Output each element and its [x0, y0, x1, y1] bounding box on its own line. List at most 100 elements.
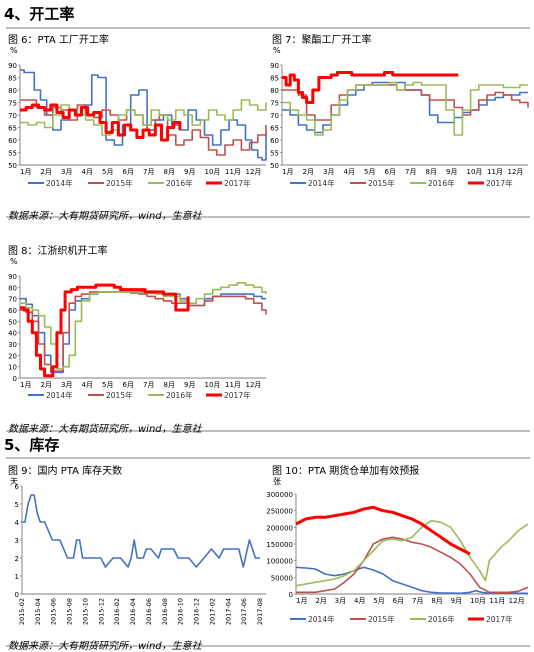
x-tick-label: 7月 — [143, 381, 154, 389]
y-tick-label: 300000 — [266, 491, 293, 499]
y-tick-label: 70 — [8, 296, 17, 304]
x-tick-label: 2017-04 — [224, 598, 232, 625]
y-tick-label: 50 — [270, 162, 279, 170]
x-tick-label: 8月 — [164, 381, 175, 389]
section-heading-operating-rate: 4、开工率 — [4, 5, 75, 23]
x-tick-label: 2017-08 — [256, 598, 264, 625]
y-tick-label: 6 — [15, 483, 20, 491]
legend-label: 2015年 — [368, 178, 395, 188]
x-tick-label: 4月 — [344, 168, 355, 176]
series-line-1 — [282, 84, 529, 121]
series-line-1 — [20, 99, 267, 156]
legend-label: 2017年 — [224, 390, 251, 400]
x-tick-label: 2016-08 — [161, 598, 169, 625]
series-line-0 — [20, 69, 267, 161]
x-tick-label: 2016-04 — [129, 598, 137, 625]
y-tick-label: 55 — [8, 150, 17, 158]
y-tick-label: 70 — [270, 112, 279, 120]
x-tick-label: 2016-06 — [145, 598, 153, 625]
y-tick-label: 40 — [8, 330, 17, 338]
legend-label: 2017年 — [486, 178, 513, 188]
y-tick-label: 55 — [270, 150, 279, 158]
x-tick-label: 2015-08 — [66, 598, 74, 625]
axis-unit-label: 张 — [273, 477, 281, 486]
legend-label: 2014年 — [46, 390, 73, 400]
chart-0-group: % 50 55 60 65 70 75 80 85 90 1月 2月 3月 4月 5月 6月 7月 8月 9月 10月… — [8, 46, 267, 188]
x-tick-label: 1月 — [20, 381, 31, 389]
y-tick-label: 3 — [15, 537, 19, 545]
x-tick-label: 10月 — [205, 168, 221, 176]
x-tick-label: 5月 — [102, 381, 113, 389]
chart-3-group: 天 0 1 2 3 4 5 6 2015-02 2015-04 2015-06 2015-08 2015… — [10, 477, 266, 625]
y-tick-label: 250000 — [266, 508, 293, 516]
x-tick-label: 9月 — [451, 597, 462, 605]
series-line-1 — [20, 291, 267, 372]
source-note-2: 数据来源：大有期货研究所，wind，生意社 — [8, 424, 202, 435]
x-tick-label: 12月 — [509, 597, 525, 605]
series-line-0 — [282, 81, 528, 134]
y-tick-label: 50000 — [271, 574, 293, 582]
series-line-2 — [20, 99, 267, 136]
y-tick-label: 50 — [8, 318, 17, 326]
chart-2-group: % 0 10 20 30 40 50 60 70 80 90 1月 2月 3月 4月 5月 6月 7月 8月 9月 10… — [8, 257, 267, 400]
x-tick-label: 2月 — [315, 597, 326, 605]
series-line-2 — [282, 81, 528, 136]
x-tick-label: 2015-04 — [34, 598, 42, 625]
legend-label: 2017年 — [224, 178, 251, 188]
x-tick-label: 2月 — [41, 168, 52, 176]
y-tick-label: 85 — [270, 75, 279, 83]
y-tick-label: 60 — [8, 307, 17, 315]
source-note-3: 数据来源：大有期货研究所，wind，生意社 — [8, 641, 202, 652]
x-tick-label: 4月 — [354, 597, 365, 605]
y-tick-label: 75 — [270, 100, 279, 108]
y-tick-label: 0 — [15, 591, 19, 599]
legend-label: 2016年 — [166, 390, 193, 400]
axis-unit-label: % — [10, 46, 18, 55]
y-tick-label: 150000 — [266, 541, 293, 549]
section-heading-inventory: 5、库存 — [4, 436, 60, 454]
x-tick-label: 2015-12 — [97, 598, 105, 625]
x-tick-label: 6月 — [123, 381, 134, 389]
legend-label: 2016年 — [166, 178, 193, 188]
source-note-1: 数据来源：大有期货研究所，wind，生意社 — [8, 211, 202, 222]
x-tick-label: 7月 — [405, 168, 416, 176]
x-tick-label: 2016-12 — [193, 598, 201, 625]
series-line-0 — [22, 494, 260, 568]
axis-unit-label: % — [10, 257, 18, 266]
x-tick-label: 5月 — [373, 597, 384, 605]
y-tick-label: 90 — [270, 62, 279, 70]
x-tick-label: 6月 — [123, 168, 134, 176]
chart-title-pta-plant-rate: 图 6：PTA 工厂开工率 — [8, 35, 109, 46]
series-line-2 — [295, 519, 529, 587]
x-tick-label: 4月 — [82, 168, 93, 176]
y-tick-label: 2 — [15, 555, 19, 563]
legend-label: 2014年 — [46, 178, 73, 188]
x-tick-label: 3月 — [323, 168, 334, 176]
chart-title-pta-warehouse-receipts: 图 10：PTA 期货仓单加有效预报 — [272, 466, 420, 477]
legend-label: 2015年 — [106, 178, 133, 188]
x-tick-label: 10月 — [470, 597, 486, 605]
y-tick-label: 10 — [8, 364, 17, 372]
y-tick-label: 100000 — [266, 558, 293, 566]
chart-1-group: % 50 55 60 65 70 75 80 85 90 1月 2月 3月 4月 5月 6月 7月 8月 9月 10月… — [270, 46, 529, 188]
legend-label: 2015年 — [368, 614, 395, 624]
y-tick-label: 90 — [8, 62, 17, 70]
x-tick-label: 8月 — [164, 168, 175, 176]
x-tick-label: 5月 — [102, 168, 113, 176]
x-tick-label: 6月 — [385, 168, 396, 176]
x-tick-label: 10月 — [467, 168, 483, 176]
x-tick-label: 6月 — [393, 597, 404, 605]
x-tick-label: 1月 — [282, 168, 293, 176]
x-tick-label: 9月 — [184, 381, 195, 389]
y-tick-label: 65 — [8, 125, 17, 133]
series-line-1 — [296, 536, 529, 594]
chart-title-pta-inventory-days: 图 9：国内 PTA 库存天数 — [8, 466, 123, 477]
x-tick-label: 2月 — [303, 168, 314, 176]
x-tick-label: 11月 — [225, 168, 241, 176]
x-tick-label: 9月 — [446, 168, 457, 176]
x-tick-label: 3月 — [61, 168, 72, 176]
y-tick-label: 4 — [15, 519, 20, 527]
series-line-3 — [20, 103, 182, 142]
x-tick-label: 1月 — [20, 168, 31, 176]
series-line-3 — [282, 71, 459, 104]
